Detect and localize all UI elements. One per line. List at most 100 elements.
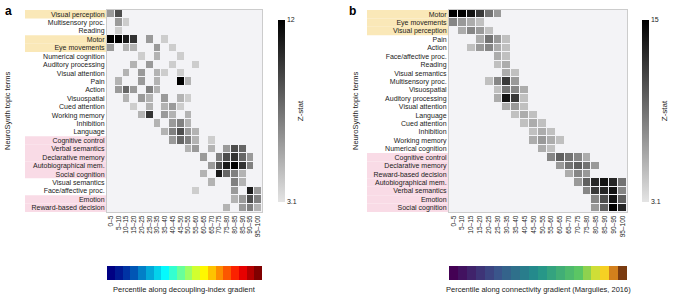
- svg-text:35–40: 35–40: [161, 215, 168, 233]
- svg-text:40–45: 40–45: [169, 215, 176, 233]
- svg-text:25–30: 25–30: [146, 215, 153, 233]
- svg-text:55–60: 55–60: [192, 215, 199, 233]
- svg-text:Social cognition: Social cognition: [56, 171, 105, 179]
- svg-text:Cognitive control: Cognitive control: [394, 154, 447, 162]
- svg-text:45–50: 45–50: [177, 215, 184, 233]
- svg-text:Language: Language: [415, 112, 446, 120]
- svg-text:40–45: 40–45: [521, 215, 528, 233]
- svg-text:10–15: 10–15: [122, 215, 129, 233]
- svg-text:30–35: 30–35: [503, 215, 510, 233]
- svg-text:12: 12: [287, 16, 295, 23]
- svg-text:Social cognition: Social cognition: [398, 204, 447, 212]
- svg-text:Working memory: Working memory: [394, 137, 447, 145]
- svg-text:Multisensory proc.: Multisensory proc.: [48, 19, 105, 27]
- svg-text:Cued attention: Cued attention: [59, 103, 105, 110]
- svg-text:Verbal semantics: Verbal semantics: [393, 187, 447, 194]
- svg-text:Action: Action: [427, 44, 447, 51]
- svg-text:Visual semantics: Visual semantics: [52, 179, 105, 186]
- svg-text:Autobiographical mem.: Autobiographical mem.: [375, 179, 447, 187]
- svg-text:20–25: 20–25: [138, 215, 145, 233]
- svg-text:Face/affective proc.: Face/affective proc.: [386, 53, 447, 61]
- svg-text:5–10: 5–10: [458, 215, 465, 230]
- svg-text:Reading: Reading: [79, 27, 105, 35]
- svg-text:Action: Action: [85, 86, 105, 93]
- svg-text:60–65: 60–65: [200, 215, 207, 233]
- svg-text:Cognitive control: Cognitive control: [52, 137, 105, 145]
- svg-text:95–100: 95–100: [619, 215, 626, 237]
- svg-text:5–10: 5–10: [115, 215, 122, 230]
- svg-text:Reward-based decision: Reward-based decision: [31, 204, 104, 211]
- svg-text:Visual attention: Visual attention: [399, 103, 447, 110]
- svg-text:Numerical cognition: Numerical cognition: [43, 53, 105, 61]
- svg-text:Working memory: Working memory: [52, 112, 105, 120]
- svg-text:0–5: 0–5: [450, 215, 457, 226]
- svg-text:Autobiographical mem.: Autobiographical mem.: [33, 162, 105, 170]
- svg-text:Z-stat: Z-stat: [296, 100, 305, 121]
- svg-text:3.1: 3.1: [287, 198, 297, 205]
- svg-text:20–25: 20–25: [485, 215, 492, 233]
- svg-text:80–85: 80–85: [592, 215, 599, 233]
- svg-text:50–55: 50–55: [539, 215, 546, 233]
- svg-text:Visual attention: Visual attention: [57, 70, 105, 77]
- svg-text:Auditory processing: Auditory processing: [43, 61, 105, 69]
- svg-text:Eye movements: Eye movements: [54, 44, 105, 52]
- svg-text:10–15: 10–15: [467, 215, 474, 233]
- svg-text:Motor: Motor: [87, 36, 106, 43]
- svg-text:75–80: 75–80: [223, 215, 230, 233]
- svg-text:90–95: 90–95: [610, 215, 617, 233]
- svg-text:Visuospatial: Visuospatial: [409, 86, 447, 94]
- svg-text:Reward-based decision: Reward-based decision: [373, 171, 446, 178]
- svg-text:85–90: 85–90: [239, 215, 246, 233]
- svg-text:70–75: 70–75: [215, 215, 222, 233]
- svg-text:15: 15: [651, 16, 659, 23]
- svg-text:90–95: 90–95: [246, 215, 253, 233]
- svg-text:95–100: 95–100: [254, 215, 261, 237]
- svg-text:Cued attention: Cued attention: [401, 120, 447, 127]
- svg-text:Motor: Motor: [429, 11, 448, 18]
- svg-text:15–20: 15–20: [476, 215, 483, 233]
- svg-text:Emotion: Emotion: [79, 196, 105, 203]
- svg-text:Visual perception: Visual perception: [51, 11, 105, 19]
- svg-text:75–80: 75–80: [583, 215, 590, 233]
- svg-text:Inhibition: Inhibition: [419, 128, 447, 135]
- svg-text:35–40: 35–40: [512, 215, 519, 233]
- svg-text:Verbal semantics: Verbal semantics: [51, 145, 105, 152]
- svg-text:a: a: [5, 4, 12, 18]
- svg-text:Z-stat: Z-stat: [660, 100, 669, 121]
- svg-text:55–60: 55–60: [547, 215, 554, 233]
- svg-text:NeuroSynth topic terms: NeuroSynth topic terms: [351, 71, 360, 150]
- svg-text:Declarative memory: Declarative memory: [384, 162, 447, 170]
- svg-text:Reading: Reading: [421, 61, 447, 69]
- svg-text:25–30: 25–30: [494, 215, 501, 233]
- svg-text:85–90: 85–90: [601, 215, 608, 233]
- svg-text:Visual semantics: Visual semantics: [394, 70, 447, 77]
- svg-text:0–5: 0–5: [107, 215, 114, 226]
- svg-text:70–75: 70–75: [574, 215, 581, 233]
- svg-text:Numerical cognition: Numerical cognition: [385, 145, 447, 153]
- svg-text:Percentile along decoupling-in: Percentile along decoupling-index gradie…: [113, 285, 256, 294]
- svg-text:Eye movements: Eye movements: [396, 19, 447, 27]
- svg-text:Language: Language: [73, 128, 104, 136]
- svg-text:Percentile along connectivity: Percentile along connectivity gradient (…: [446, 285, 631, 294]
- svg-text:Inhibition: Inhibition: [77, 120, 105, 127]
- svg-text:Declarative memory: Declarative memory: [42, 154, 105, 162]
- svg-text:Face/affective proc.: Face/affective proc.: [44, 187, 105, 195]
- svg-text:Visual perception: Visual perception: [393, 27, 447, 35]
- svg-text:30–35: 30–35: [153, 215, 160, 233]
- svg-text:45–50: 45–50: [530, 215, 537, 233]
- svg-text:80–85: 80–85: [231, 215, 238, 233]
- svg-text:NeuroSynth topic terms: NeuroSynth topic terms: [3, 71, 12, 150]
- svg-text:60–65: 60–65: [556, 215, 563, 233]
- svg-text:Multisensory proc.: Multisensory proc.: [390, 78, 447, 86]
- svg-text:65–70: 65–70: [565, 215, 572, 233]
- svg-text:3.1: 3.1: [651, 198, 661, 205]
- svg-text:Pain: Pain: [91, 78, 105, 85]
- svg-text:15–20: 15–20: [130, 215, 137, 233]
- svg-text:Auditory processing: Auditory processing: [385, 95, 447, 103]
- svg-text:65–70: 65–70: [208, 215, 215, 233]
- svg-text:50–55: 50–55: [184, 215, 191, 233]
- svg-text:Pain: Pain: [433, 36, 447, 43]
- svg-text:b: b: [349, 4, 356, 18]
- svg-text:Emotion: Emotion: [421, 196, 447, 203]
- svg-text:Visuospatial: Visuospatial: [67, 95, 105, 103]
